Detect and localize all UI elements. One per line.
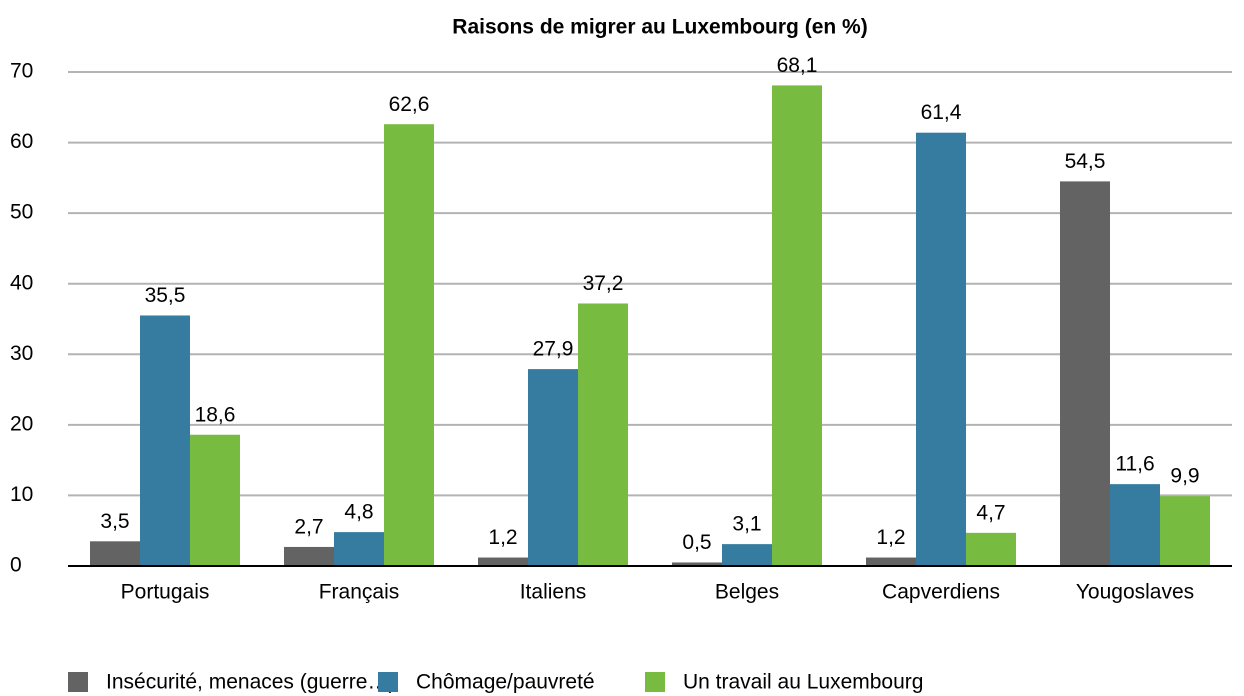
data-label: 1,2 (488, 526, 517, 549)
x-tick-label: Yougoslaves (1076, 581, 1194, 604)
bar (384, 124, 434, 567)
data-label: 11,6 (1115, 453, 1154, 476)
legend-label: Insécurité, menaces (guerre…) (106, 671, 395, 694)
y-tick-label: 70 (10, 60, 33, 83)
bar (966, 532, 1016, 566)
data-label: 4,7 (976, 501, 1005, 524)
bar (866, 557, 916, 566)
legend-label: Un travail au Luxembourg (683, 671, 923, 694)
bar (1060, 181, 1110, 566)
data-label: 2,7 (294, 515, 323, 538)
y-tick-label: 0 (10, 554, 22, 577)
bar (578, 303, 628, 566)
bar (772, 85, 822, 566)
bar (478, 557, 528, 566)
bar (140, 315, 190, 566)
legend-swatch (645, 672, 665, 692)
x-tick-label: Italiens (520, 581, 587, 604)
legend-swatch (378, 672, 398, 692)
data-label: 62,6 (389, 93, 430, 116)
data-label: 1,2 (876, 526, 905, 549)
data-label: 18,6 (195, 403, 236, 426)
data-label: 0,5 (682, 531, 711, 554)
x-tick-label: Belges (715, 581, 779, 604)
data-label: 68,1 (777, 54, 818, 77)
data-label: 35,5 (145, 284, 186, 307)
y-tick-label: 60 (10, 130, 33, 153)
bar (672, 562, 722, 566)
x-tick-label: Portugais (121, 581, 210, 604)
y-tick-label: 10 (10, 483, 33, 506)
bar (916, 132, 966, 567)
bar (722, 544, 772, 566)
legend-swatch (68, 672, 88, 692)
x-tick-label: Français (319, 581, 400, 604)
data-label: 54,5 (1065, 150, 1106, 173)
legend-label: Chômage/pauvreté (416, 671, 595, 694)
data-label: 3,5 (100, 510, 129, 533)
data-label: 61,4 (921, 101, 962, 124)
bar (334, 532, 384, 566)
data-label: 37,2 (583, 272, 624, 295)
data-label: 9,9 (1170, 465, 1199, 488)
chart-title: Raisons de migrer au Luxembourg (en %) (452, 16, 867, 39)
y-tick-label: 50 (10, 201, 33, 224)
bar (190, 434, 240, 566)
data-label: 4,8 (344, 501, 373, 524)
x-tick-label: Capverdiens (882, 581, 1000, 604)
bar (90, 541, 140, 566)
y-tick-label: 40 (10, 271, 33, 294)
y-tick-label: 20 (10, 412, 33, 435)
bar (528, 369, 578, 566)
bar (284, 546, 334, 566)
bar (1110, 484, 1160, 566)
data-label: 27,9 (533, 338, 574, 361)
bar (1160, 496, 1210, 566)
data-label: 3,1 (732, 513, 761, 536)
y-tick-label: 30 (10, 342, 33, 365)
